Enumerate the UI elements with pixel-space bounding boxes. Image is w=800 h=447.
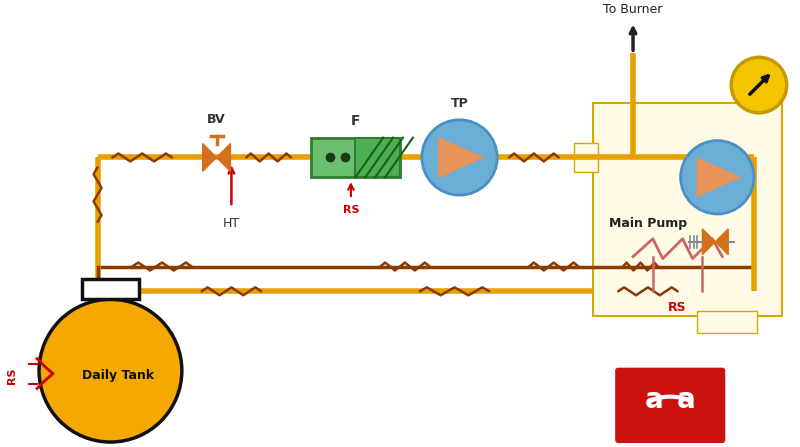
- FancyBboxPatch shape: [615, 368, 726, 443]
- FancyBboxPatch shape: [698, 311, 757, 333]
- FancyBboxPatch shape: [594, 103, 782, 316]
- Text: To Burner: To Burner: [603, 3, 662, 16]
- Polygon shape: [202, 143, 217, 171]
- Text: HT: HT: [223, 217, 240, 230]
- Text: a: a: [677, 386, 695, 414]
- Polygon shape: [702, 229, 715, 255]
- Text: F: F: [350, 114, 360, 128]
- FancyBboxPatch shape: [82, 279, 139, 299]
- FancyBboxPatch shape: [310, 138, 400, 177]
- FancyBboxPatch shape: [574, 143, 598, 173]
- Circle shape: [422, 120, 497, 195]
- Circle shape: [39, 299, 182, 442]
- Text: RS: RS: [7, 367, 18, 384]
- Polygon shape: [355, 138, 400, 177]
- Text: a: a: [646, 386, 664, 414]
- Polygon shape: [438, 138, 483, 177]
- Text: Daily Tank: Daily Tank: [82, 369, 154, 382]
- Text: BV: BV: [207, 113, 226, 126]
- Polygon shape: [697, 158, 740, 196]
- Text: RS: RS: [342, 205, 359, 215]
- Circle shape: [681, 141, 754, 214]
- Text: TP: TP: [450, 97, 468, 110]
- Text: Main Pump: Main Pump: [609, 217, 687, 230]
- Circle shape: [731, 57, 786, 113]
- Polygon shape: [217, 143, 230, 171]
- Polygon shape: [715, 229, 728, 255]
- Text: RS: RS: [668, 301, 687, 314]
